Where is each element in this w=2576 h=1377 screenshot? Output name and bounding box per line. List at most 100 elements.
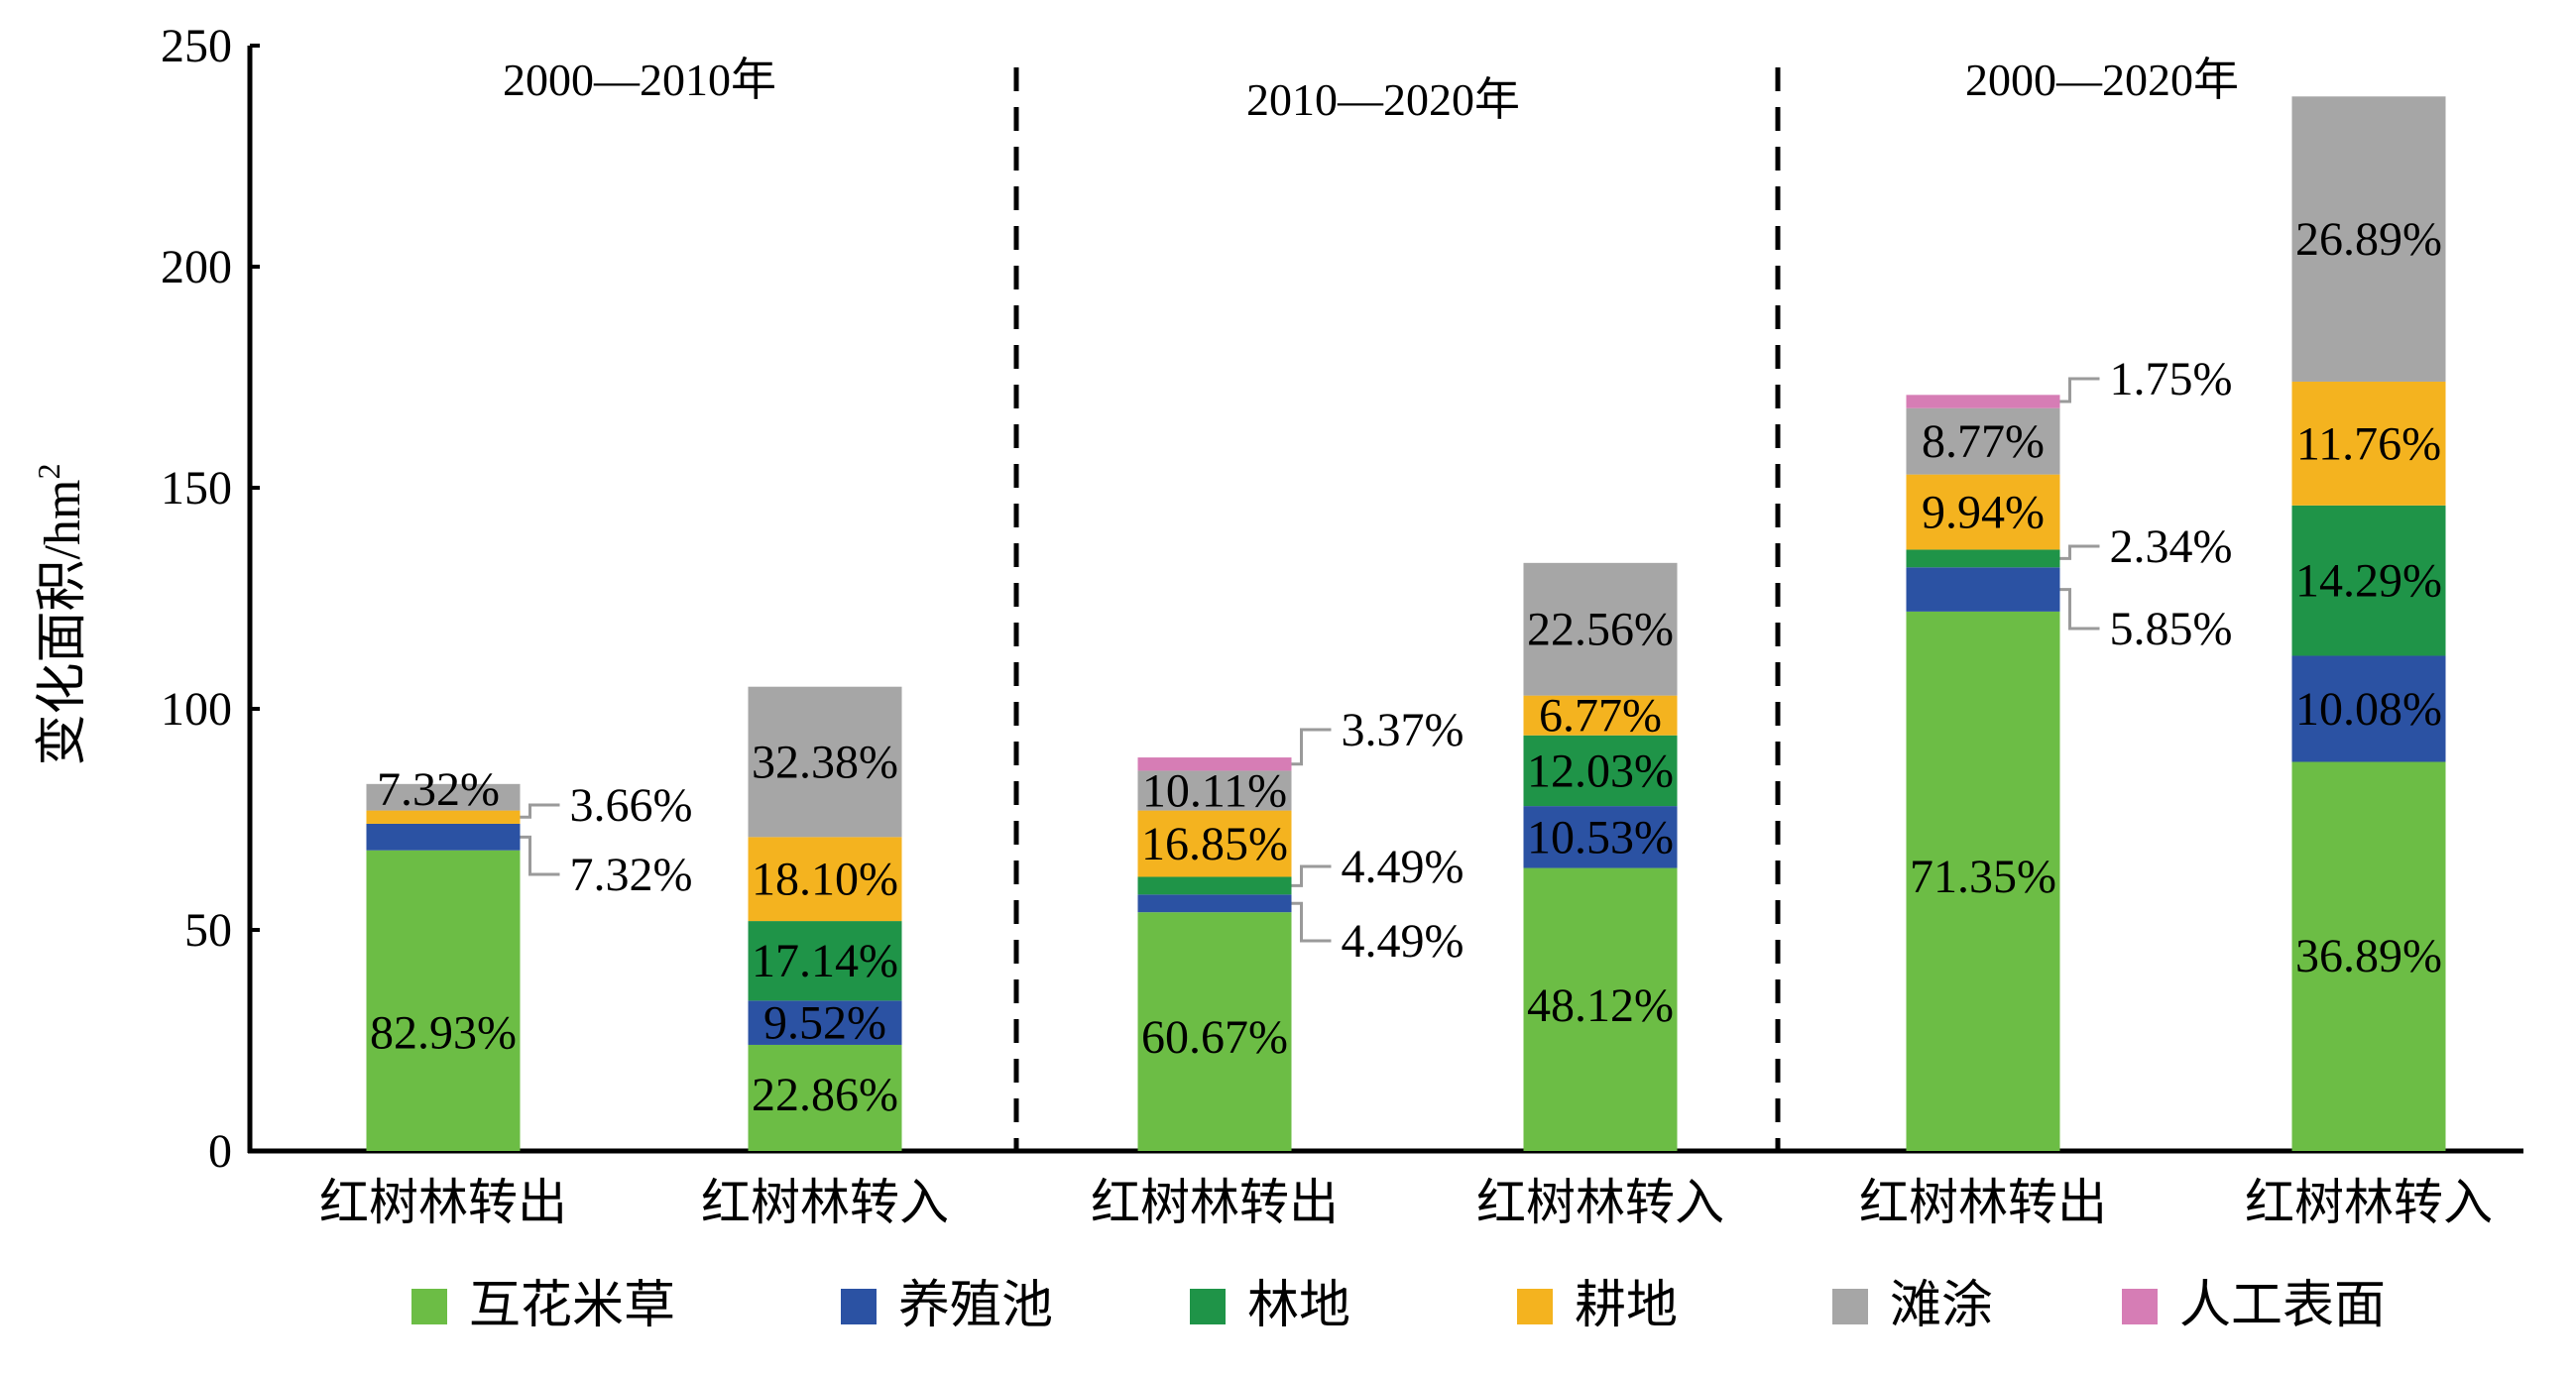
legend-label: 人工表面 xyxy=(2179,1278,2386,1334)
y-tick-label: 100 xyxy=(161,683,232,736)
data-label: 32.38% xyxy=(752,737,898,789)
data-label: 4.49% xyxy=(1342,841,1464,893)
data-label: 14.29% xyxy=(2295,555,2442,608)
data-label: 71.35% xyxy=(1910,851,2056,903)
label-leader-line xyxy=(1291,728,1332,766)
data-label: 22.86% xyxy=(752,1069,898,1121)
y-tick-label: 200 xyxy=(161,241,232,293)
data-label: 7.32% xyxy=(377,763,500,816)
category-label: 红树林转出 xyxy=(319,1175,567,1230)
y-tick-label: 0 xyxy=(208,1125,232,1178)
bar-segment-滩涂 xyxy=(1906,407,2060,475)
bar-segment-养殖池 xyxy=(1137,894,1292,913)
bar-segment-人工表面 xyxy=(1906,395,2060,408)
y-tick-label: 50 xyxy=(184,904,232,957)
bar-segment-滩涂 xyxy=(748,686,902,838)
legend-swatch-林地 xyxy=(1190,1289,1226,1324)
data-label: 82.93% xyxy=(370,1007,517,1060)
category-label: 红树林转入 xyxy=(701,1175,949,1230)
bar-segment-滩涂 xyxy=(366,783,521,811)
bar-segment-滩涂 xyxy=(1523,562,1678,696)
data-label: 12.03% xyxy=(1527,745,1674,797)
y-axis-label: 变化面积/hm2 xyxy=(31,464,91,766)
bar-segment-滩涂 xyxy=(1137,770,1292,811)
y-tick-label: 150 xyxy=(161,462,232,515)
category-label: 红树林转出 xyxy=(1091,1175,1339,1230)
legend-swatch-互花米草 xyxy=(411,1289,447,1324)
label-leader-line xyxy=(1291,864,1332,887)
data-label: 11.76% xyxy=(2296,417,2441,470)
data-label: 36.89% xyxy=(2295,930,2442,982)
label-leader-line xyxy=(520,803,560,819)
bar-segment-滩涂 xyxy=(2291,96,2446,382)
legend-label: 耕地 xyxy=(1575,1278,1678,1334)
bar-segment-互花米草 xyxy=(366,850,521,1151)
bar-segment-耕地 xyxy=(748,837,902,922)
bar-segment-林地 xyxy=(2291,505,2446,656)
data-label: 7.32% xyxy=(570,849,693,901)
legend-swatch-耕地 xyxy=(1517,1289,1553,1324)
label-leader-line xyxy=(2059,588,2100,631)
legend-label: 林地 xyxy=(1247,1278,1350,1334)
bar-segment-养殖池 xyxy=(1906,567,2060,612)
data-label: 48.12% xyxy=(1527,979,1674,1032)
bar-segment-互花米草 xyxy=(1137,912,1292,1151)
data-label: 3.66% xyxy=(570,779,693,832)
bar-segment-养殖池 xyxy=(366,823,521,851)
data-label: 22.56% xyxy=(1527,604,1674,656)
data-label: 6.77% xyxy=(1539,690,1662,743)
data-labels: 82.93% 7.32% 3.66% 7.32% 22.86% 9.52% 17.14% 18… xyxy=(370,213,2442,1121)
bar-segment-互花米草 xyxy=(2291,761,2446,1151)
data-label: 10.11% xyxy=(1142,765,1287,818)
legend-swatch-人工表面 xyxy=(2122,1289,2158,1324)
bar-segment-林地 xyxy=(1523,735,1678,807)
data-label: 4.49% xyxy=(1342,915,1464,968)
bar-segment-耕地 xyxy=(1906,474,2060,550)
label-leader-line xyxy=(1291,901,1332,943)
bar-segment-人工表面 xyxy=(1137,757,1292,771)
data-label: 17.14% xyxy=(752,935,898,987)
bar-segment-互花米草 xyxy=(1523,867,1678,1151)
legend-label: 养殖池 xyxy=(898,1278,1053,1334)
category-label: 红树林转入 xyxy=(1476,1175,1724,1230)
data-label: 26.89% xyxy=(2295,213,2442,266)
bar-segment-耕地 xyxy=(1137,810,1292,877)
label-leader-line xyxy=(2059,377,2100,403)
bar-segment-互花米草 xyxy=(748,1044,902,1151)
data-label: 3.37% xyxy=(1342,704,1464,756)
data-label: 10.08% xyxy=(2295,683,2442,736)
category-label: 红树林转入 xyxy=(2245,1175,2493,1230)
period-label: 2000—2020年 xyxy=(1965,55,2239,105)
bar-segment-耕地 xyxy=(2291,381,2446,506)
y-tick-label: 250 xyxy=(161,20,232,72)
legend-swatch-滩涂 xyxy=(1832,1289,1868,1324)
data-label: 9.52% xyxy=(763,997,886,1050)
label-leader-line xyxy=(520,835,560,876)
bar-segment-养殖池 xyxy=(1523,806,1678,868)
bar-segment-林地 xyxy=(1906,549,2060,568)
bar-segment-耕地 xyxy=(366,810,521,824)
data-label: 9.94% xyxy=(1922,487,2045,539)
data-label: 18.10% xyxy=(752,854,898,906)
data-label: 8.77% xyxy=(1922,415,2045,468)
bar-segment-养殖池 xyxy=(2291,655,2446,762)
legend: 互花米草 养殖池 林地 耕地 滩涂 人工表面 xyxy=(411,1278,2386,1334)
period-label: 2000—2010年 xyxy=(503,55,776,105)
bar-segment-养殖池 xyxy=(748,1000,902,1045)
data-label: 16.85% xyxy=(1141,818,1288,870)
axes: 0 50 100 150 200 250 2000—2010年 2010—2020年 2000—… xyxy=(161,20,2523,1230)
bar-segment-林地 xyxy=(1137,876,1292,895)
bar-segment-耕地 xyxy=(1523,695,1678,736)
bar-segment-互花米草 xyxy=(1906,611,2060,1151)
label-leader-line xyxy=(2059,544,2100,560)
data-label: 60.67% xyxy=(1141,1011,1288,1064)
legend-label: 互花米草 xyxy=(469,1278,675,1334)
data-label: 5.85% xyxy=(2110,603,2233,655)
bar-segment-林地 xyxy=(748,921,902,1001)
bars xyxy=(366,96,2446,1151)
category-label: 红树林转出 xyxy=(1859,1175,2107,1230)
legend-swatch-养殖池 xyxy=(841,1289,877,1324)
data-label: 1.75% xyxy=(2110,353,2233,405)
data-label: 10.53% xyxy=(1527,811,1674,863)
